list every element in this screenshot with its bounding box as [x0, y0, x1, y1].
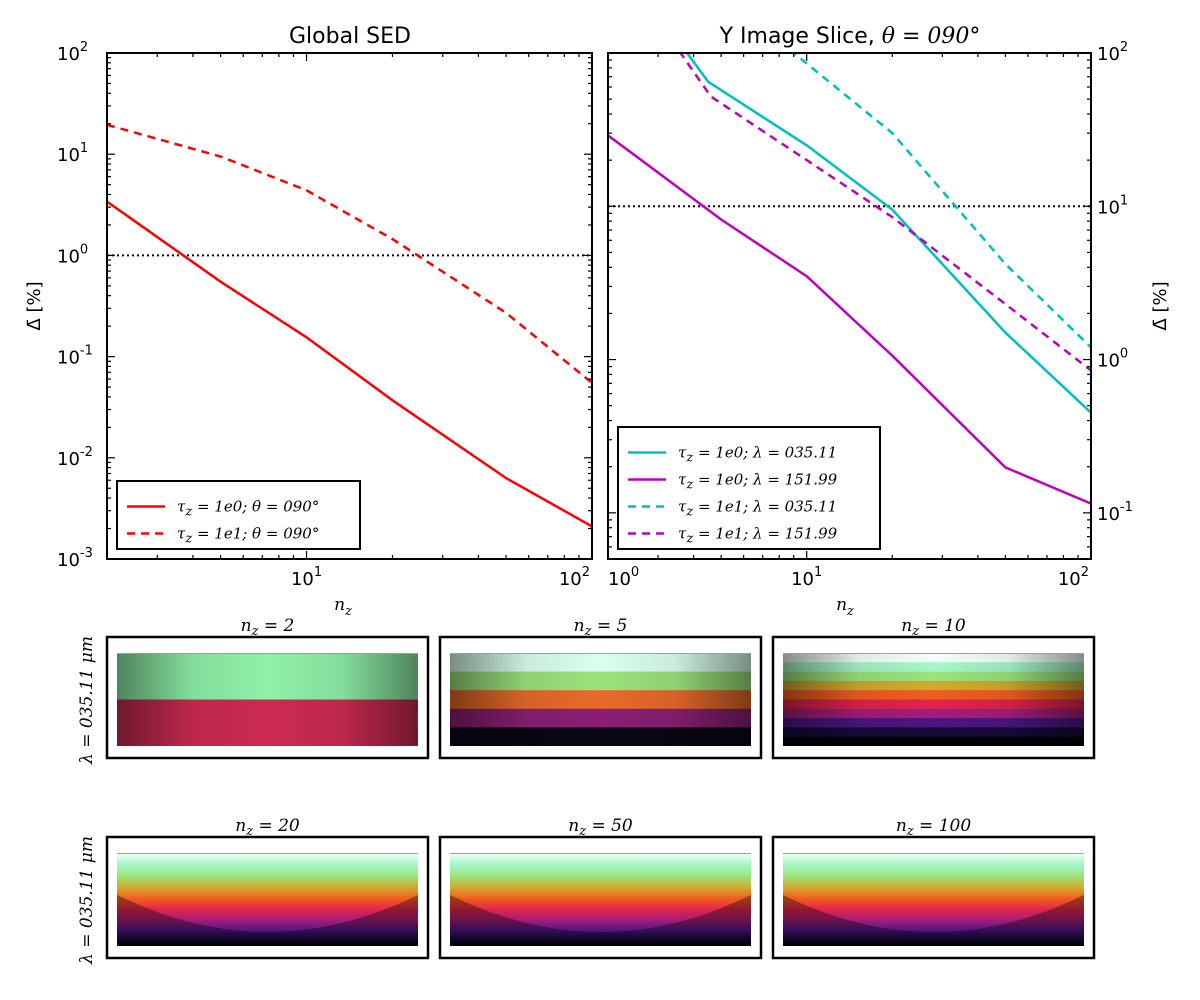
series-line-1: [608, 134, 1091, 505]
panel-image: [783, 653, 1084, 746]
y-tick-label: 10-1: [57, 344, 93, 369]
shading: [117, 894, 418, 946]
panel-image: [117, 853, 418, 946]
image-panel: nz = 50: [438, 816, 763, 960]
legend-box: [116, 480, 361, 550]
chart-title: Global SED: [289, 24, 411, 49]
x-axis-label: nz: [836, 595, 854, 619]
y-tick-label: 100: [1097, 347, 1128, 372]
image-panel: nz = 2: [105, 616, 430, 760]
series-line-1: [107, 123, 592, 384]
y-tick-label: 10-2: [57, 445, 93, 470]
y-tick-label: 101: [57, 141, 88, 166]
legend: τz = 1e0; θ = 090° τz = 1e1; θ = 090°: [116, 480, 361, 550]
image-panels: λ = 035.11 μm λ = 035.11 μm nz = 2 nz = 5 nz…: [77, 616, 1096, 965]
gradient: [783, 853, 1084, 946]
legend-box: [617, 426, 881, 550]
legend-label: τz = 1e1; λ = 151.99: [678, 525, 838, 547]
y-axis-label: Δ̄ [%]: [1150, 281, 1171, 330]
y-tick-label: 102: [1097, 40, 1128, 65]
x-axis-label: nz: [334, 595, 352, 619]
panel-image: [450, 653, 751, 746]
y-tick-label: 102: [57, 40, 88, 65]
panel-image: [117, 653, 418, 746]
image-panel: nz = 20: [105, 816, 430, 960]
row-label: λ = 035.11 μm: [77, 636, 97, 765]
legend-label: τz = 1e1; θ = 090°: [177, 525, 319, 547]
panel-image: [783, 853, 1084, 946]
gradient: [450, 853, 751, 946]
panel-title: nz = 20: [235, 816, 300, 839]
shading: [450, 894, 751, 946]
shading: [450, 653, 751, 746]
x-tick-label: 102: [1058, 565, 1089, 590]
series-line-0: [107, 200, 592, 528]
panel-title: nz = 100: [896, 816, 971, 839]
legend-label: τz = 1e0; λ = 035.11: [678, 444, 837, 466]
gradient: [117, 853, 418, 946]
row-label: λ = 035.11 μm: [77, 836, 97, 965]
global-sed-chart: Global SED 101 102 10-3 10-2 10-1 100 101 102 n…: [24, 24, 593, 619]
panel-title: nz = 5: [574, 616, 628, 639]
x-tick-label: 102: [559, 565, 590, 590]
shading: [783, 653, 1084, 746]
panel-title: nz = 2: [241, 616, 295, 639]
legend: τz = 1e0; λ = 035.11 τz = 1e0; λ = 151.99…: [617, 426, 881, 550]
y-axis-label: Δ̄ [%]: [24, 281, 45, 330]
y-tick-label: 100: [57, 242, 88, 267]
plot-frame: [607, 52, 1092, 560]
legend-label: τz = 1e0; λ = 151.99: [678, 471, 838, 493]
series-line-0: [684, 53, 1091, 414]
legend-label: τz = 1e0; θ = 090°: [177, 498, 319, 520]
shading: [783, 894, 1084, 946]
y-tick-label: 101: [1097, 193, 1128, 218]
legend-label: τz = 1e1; λ = 035.11: [678, 498, 837, 520]
y-tick-label: 10-3: [57, 546, 93, 571]
x-tick-label: 101: [791, 565, 822, 590]
panel-title: nz = 50: [568, 816, 633, 839]
shading: [117, 653, 418, 746]
x-tick-label: 100: [608, 565, 639, 590]
series-line-2: [791, 53, 1091, 349]
series-line-3: [678, 53, 1091, 372]
y-image-slice-chart: Y Image Slice, θ = 090° 100 101 102 10-1 100…: [607, 24, 1171, 619]
image-panel: nz = 5: [438, 616, 763, 760]
y-tick-label: 10-1: [1097, 500, 1133, 525]
x-tick-label: 101: [291, 565, 322, 590]
chart-title: Y Image Slice, θ = 090°: [719, 24, 981, 49]
panel-title: nz = 10: [901, 616, 966, 639]
image-panel: nz = 10: [771, 616, 1096, 760]
panel-image: [450, 853, 751, 946]
image-panel: nz = 100: [771, 816, 1096, 960]
plot-frame: [106, 52, 593, 560]
